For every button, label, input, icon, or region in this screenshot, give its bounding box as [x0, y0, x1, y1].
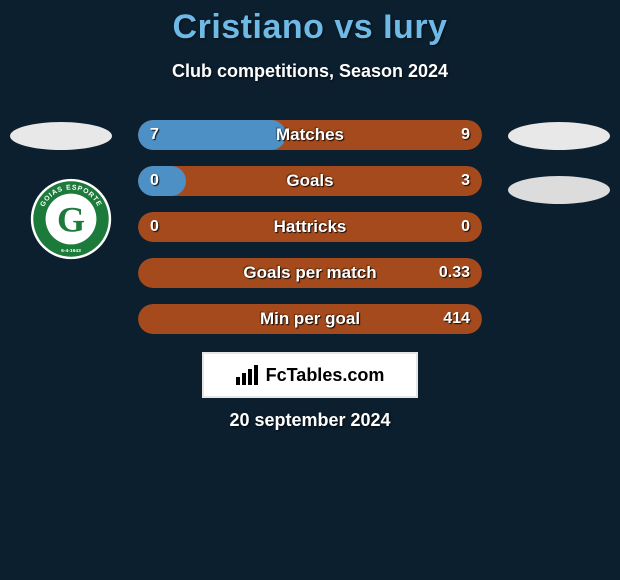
page-title: Cristiano vs Iury: [0, 0, 620, 47]
stat-row: Matches79: [138, 120, 482, 150]
stat-left-value: 0: [150, 212, 159, 242]
date-text: 20 september 2024: [0, 410, 620, 431]
stat-row-fill: [138, 166, 186, 196]
stat-right-value: 0: [461, 212, 470, 242]
stat-left-value: 0: [150, 166, 159, 196]
subtitle: Club competitions, Season 2024: [0, 61, 620, 82]
logo-text: FcTables.com: [266, 365, 385, 386]
stat-left-value: 7: [150, 120, 159, 150]
svg-text:G: G: [57, 199, 85, 239]
stat-row-base: [138, 304, 482, 334]
content: Cristiano vs Iury Club competitions, Sea…: [0, 0, 620, 580]
stat-right-value: 414: [443, 304, 470, 334]
stat-row-base: [138, 212, 482, 242]
svg-text:6-4-1943: 6-4-1943: [61, 248, 81, 254]
fctables-logo: FcTables.com: [202, 352, 418, 398]
stat-row: Hattricks00: [138, 212, 482, 242]
stat-right-value: 0.33: [439, 258, 470, 288]
stats-rows: Matches79Goals03Hattricks00Goals per mat…: [138, 120, 482, 350]
player-right-badge-2: [508, 176, 610, 204]
club-crest: GOIAS ESPORTE CLUBE 6-4-1943 G: [30, 178, 112, 260]
stat-row: Min per goal414: [138, 304, 482, 334]
player-right-badge: [508, 122, 610, 150]
player-left-badge: [10, 122, 112, 150]
stat-row: Goals03: [138, 166, 482, 196]
stat-row-base: [138, 166, 482, 196]
bar-chart-icon: [236, 365, 260, 385]
stat-right-value: 9: [461, 120, 470, 150]
stat-right-value: 3: [461, 166, 470, 196]
stat-row-base: [138, 258, 482, 288]
stat-row: Goals per match0.33: [138, 258, 482, 288]
stat-row-fill: [138, 120, 286, 150]
